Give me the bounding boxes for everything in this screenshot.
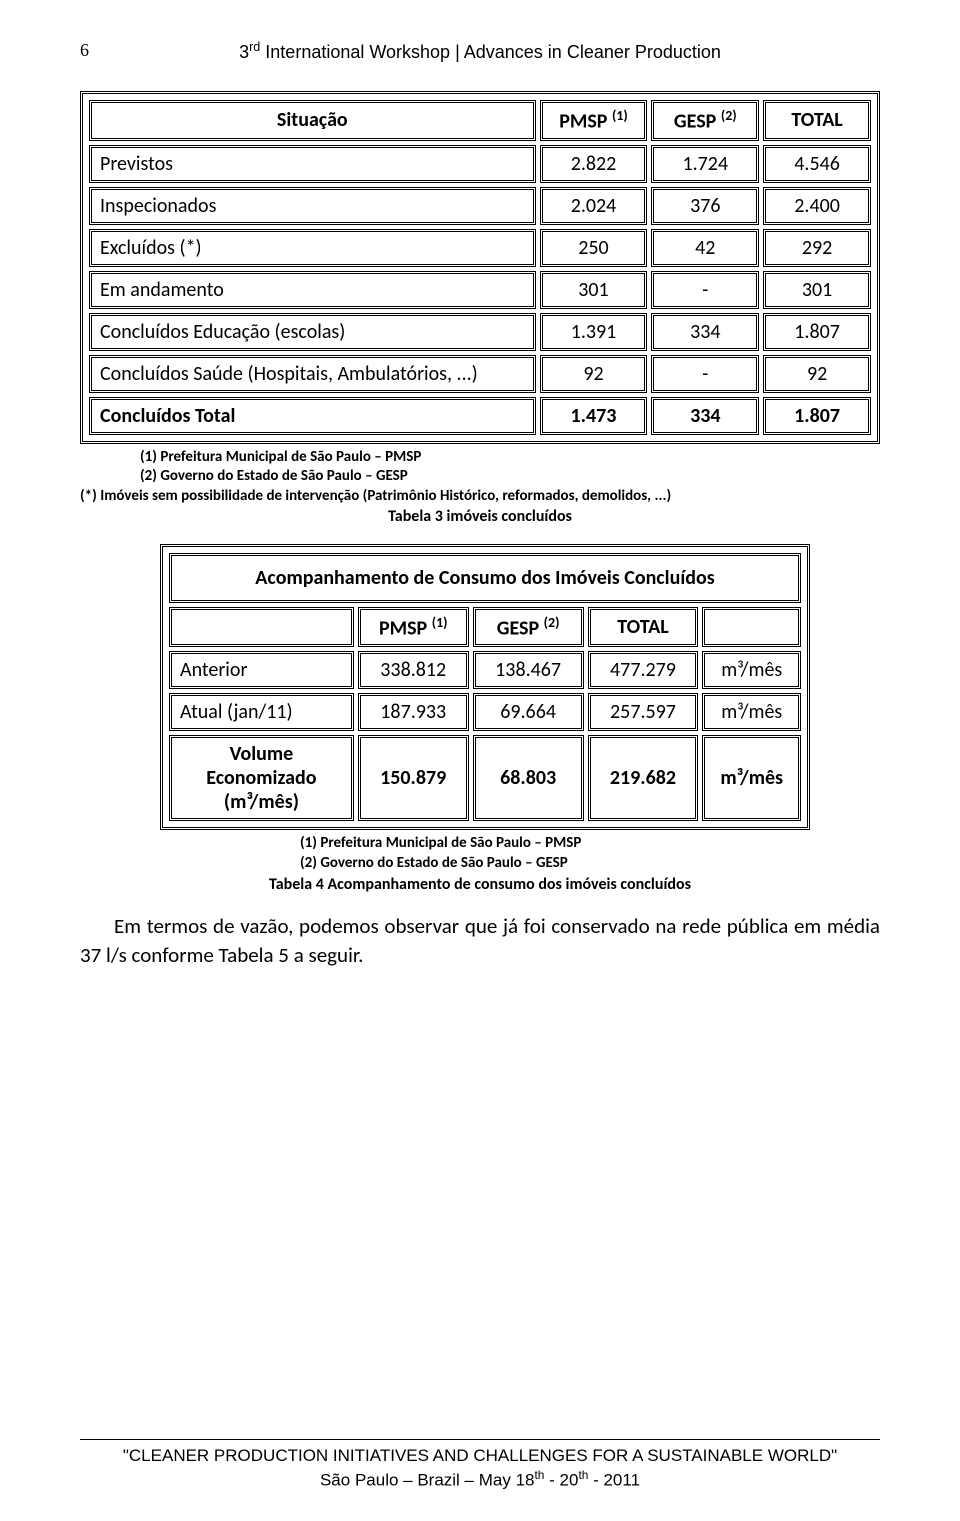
table-row: Anterior338.812138.467477.279m³/mês [169, 651, 801, 689]
cell-pmsp: 301 [540, 271, 648, 309]
footer-rule [80, 1439, 880, 1440]
cell-gesp: 334 [651, 397, 759, 435]
page-footer: "CLEANER PRODUCTION INITIATIVES AND CHAL… [80, 1439, 880, 1491]
body-paragraph: Em termos de vazão, podemos observar que… [80, 912, 880, 969]
note-1b: (1) Prefeitura Municipal de São Paulo – … [300, 834, 880, 854]
table3: Situação PMSP (1) GESP (2) TOTAL Previst… [85, 96, 875, 439]
note-2: (2) Governo do Estado de São Paulo – GES… [140, 467, 880, 487]
cell-gesp: 68.803 [473, 735, 584, 821]
table-row: Volume Economizado (m³/mês)150.87968.803… [169, 735, 801, 821]
table4-h-pmsp: PMSP (1) [358, 607, 469, 648]
cell-pmsp: 2.024 [540, 187, 648, 225]
note-2b: (2) Governo do Estado de São Paulo – GES… [300, 854, 880, 874]
cell-label: Anterior [169, 651, 354, 689]
cell-pmsp: 338.812 [358, 651, 469, 689]
cell-total: 257.597 [588, 693, 699, 731]
cell-gesp: 1.724 [651, 145, 759, 183]
table-row: Em andamento301-301 [89, 271, 871, 309]
cell-pmsp: 1.391 [540, 313, 648, 351]
footer-line1: "CLEANER PRODUCTION INITIATIVES AND CHAL… [80, 1446, 880, 1466]
cell-pmsp: 2.822 [540, 145, 648, 183]
cell-label: Em andamento [89, 271, 536, 309]
cell-total: 1.807 [763, 397, 871, 435]
table4-h-total: TOTAL [588, 607, 699, 648]
cell-label: Previstos [89, 145, 536, 183]
table4-wrapper: Acompanhamento de Consumo dos Imóveis Co… [160, 544, 800, 831]
cell-label: Concluídos Saúde (Hospitais, Ambulatório… [89, 355, 536, 393]
table4-notes: (1) Prefeitura Municipal de São Paulo – … [300, 834, 880, 873]
header-sup: rd [249, 40, 260, 54]
table3-wrapper: Situação PMSP (1) GESP (2) TOTAL Previst… [80, 91, 880, 444]
running-header: 3rd International Workshop | Advances in… [80, 40, 880, 63]
table4: Acompanhamento de Consumo dos Imóveis Co… [165, 549, 805, 826]
page: 6 3rd International Workshop | Advances … [0, 0, 960, 1521]
cell-label: Inspecionados [89, 187, 536, 225]
cell-total: 1.807 [763, 313, 871, 351]
table4-h-blank [169, 607, 354, 648]
table3-header-row: Situação PMSP (1) GESP (2) TOTAL [89, 100, 871, 141]
table4-header-row: PMSP (1) GESP (2) TOTAL [169, 607, 801, 648]
cell-label: Concluídos Educação (escolas) [89, 313, 536, 351]
table3-notes: (1) Prefeitura Municipal de São Paulo – … [140, 448, 880, 487]
table4-title: Acompanhamento de Consumo dos Imóveis Co… [169, 553, 801, 603]
cell-total: 219.682 [588, 735, 699, 821]
cell-gesp: 42 [651, 229, 759, 267]
cell-gesp: - [651, 271, 759, 309]
cell-gesp: 69.664 [473, 693, 584, 731]
table-row: Concluídos Total1.4733341.807 [89, 397, 871, 435]
cell-unit: m³/mês [702, 651, 801, 689]
footer-line2: São Paulo – Brazil – May 18th - 20th - 2… [80, 1468, 880, 1491]
table3-h-total: TOTAL [763, 100, 871, 141]
cell-label: Concluídos Total [89, 397, 536, 435]
cell-label: Atual (jan/11) [169, 693, 354, 731]
table-row: Excluídos (*)25042292 [89, 229, 871, 267]
note-star: (*) Imóveis sem possibilidade de interve… [80, 487, 880, 505]
table4-h-unit [702, 607, 801, 648]
table3-caption: Tabela 3 imóveis concluídos [80, 507, 880, 526]
cell-total: 92 [763, 355, 871, 393]
header-prefix: 3 [239, 42, 249, 62]
table3-h-gesp: GESP (2) [651, 100, 759, 141]
cell-pmsp: 250 [540, 229, 648, 267]
page-number: 6 [80, 40, 89, 61]
table4-h-gesp: GESP (2) [473, 607, 584, 648]
table-row: Concluídos Educação (escolas)1.3913341.8… [89, 313, 871, 351]
cell-total: 292 [763, 229, 871, 267]
cell-unit: m³/mês [702, 735, 801, 821]
cell-gesp: 138.467 [473, 651, 584, 689]
cell-gesp: 334 [651, 313, 759, 351]
cell-total: 477.279 [588, 651, 699, 689]
cell-total: 301 [763, 271, 871, 309]
cell-unit: m³/mês [702, 693, 801, 731]
cell-label: Volume Economizado (m³/mês) [169, 735, 354, 821]
table-row: Concluídos Saúde (Hospitais, Ambulatório… [89, 355, 871, 393]
table4-caption: Tabela 4 Acompanhamento de consumo dos i… [80, 875, 880, 894]
table-row: Atual (jan/11)187.93369.664257.597m³/mês [169, 693, 801, 731]
table3-h-pmsp: PMSP (1) [540, 100, 648, 141]
cell-pmsp: 1.473 [540, 397, 648, 435]
cell-gesp: 376 [651, 187, 759, 225]
cell-pmsp: 187.933 [358, 693, 469, 731]
table3-h-situacao: Situação [89, 100, 536, 141]
table-row: Previstos2.8221.7244.546 [89, 145, 871, 183]
header-rest: International Workshop | Advances in Cle… [260, 42, 721, 62]
cell-total: 4.546 [763, 145, 871, 183]
cell-total: 2.400 [763, 187, 871, 225]
cell-gesp: - [651, 355, 759, 393]
cell-pmsp: 150.879 [358, 735, 469, 821]
table-row: Inspecionados2.0243762.400 [89, 187, 871, 225]
cell-label: Excluídos (*) [89, 229, 536, 267]
cell-pmsp: 92 [540, 355, 648, 393]
note-1: (1) Prefeitura Municipal de São Paulo – … [140, 448, 880, 468]
